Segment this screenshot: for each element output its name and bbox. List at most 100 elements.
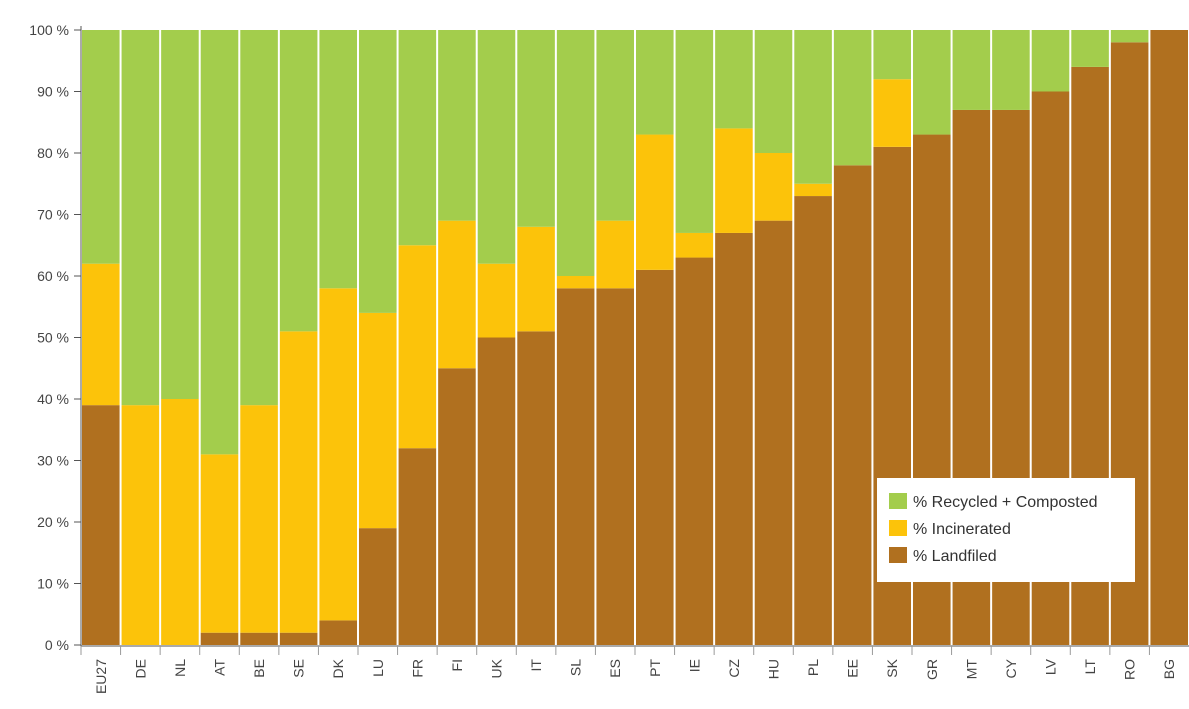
x-tick-label-lv: LV <box>1043 658 1059 675</box>
y-tick-label: 90 % <box>37 84 69 100</box>
bar-segment-ee-landfilled <box>833 165 872 646</box>
bar-segment-fr-landfilled <box>398 448 437 645</box>
bar-segment-ie-recycled <box>675 30 714 233</box>
bars-layer <box>82 30 1188 646</box>
bar-segment-dk-landfilled <box>319 620 357 645</box>
bar-segment-se-incinerated <box>279 331 318 633</box>
bar-segment-fr-incinerated <box>398 245 437 449</box>
x-tick-label-fi: FI <box>449 659 465 671</box>
bar-segment-at-incinerated <box>200 454 239 633</box>
bar-segment-uk-incinerated <box>477 263 516 338</box>
bar-segment-pt-landfilled <box>636 269 674 645</box>
x-tick-label-cz: CZ <box>726 659 742 678</box>
x-tick-label-dk: DK <box>330 658 346 678</box>
bar-segment-fr-recycled <box>398 30 437 246</box>
x-tick-label-es: ES <box>607 659 623 678</box>
bar-segment-ee-recycled <box>833 30 872 166</box>
bar-segment-sk-recycled <box>873 30 911 80</box>
x-tick-label-lt: LT <box>1082 659 1098 675</box>
y-tick-label: 40 % <box>37 391 69 407</box>
legend: % Recycled + Composted % Incinerated % L… <box>877 478 1135 582</box>
bar-segment-be-incinerated <box>240 405 278 633</box>
x-tick-label-se: SE <box>291 659 307 678</box>
x-tick-label-pl: PL <box>805 659 821 676</box>
x-tick-label-sl: SL <box>568 659 584 676</box>
bar-segment-ie-landfilled <box>675 257 714 645</box>
x-tick-label-uk: UK <box>489 658 505 678</box>
legend-swatch-landfilled <box>889 547 907 563</box>
y-tick-label: 50 % <box>37 330 69 346</box>
bar-segment-nl-recycled <box>161 30 199 399</box>
x-tick-label-lu: LU <box>370 659 386 677</box>
y-tick-label: 20 % <box>37 514 69 530</box>
x-tick-label-mt: MT <box>963 659 979 680</box>
bar-segment-fi-landfilled <box>438 368 476 645</box>
bar-segment-fi-incinerated <box>438 220 476 369</box>
y-tick-label: 0 % <box>45 637 69 653</box>
x-tick-label-bg: BG <box>1161 659 1177 679</box>
y-tick-labels: 0 % 10 % 20 % 30 % 40 % 50 % 60 % 70 % 80 % 90 % 1… <box>29 22 69 653</box>
bar-segment-uk-recycled <box>477 30 516 264</box>
bar-segment-hu-incinerated <box>754 153 793 221</box>
x-tick-label-at: AT <box>212 659 228 676</box>
y-tick-label: 80 % <box>37 145 69 161</box>
bar-segment-sk-incinerated <box>873 79 911 147</box>
x-tick-label-nl: NL <box>172 659 188 677</box>
x-tick-label-fr: FR <box>409 659 425 678</box>
bar-segment-be-recycled <box>240 30 278 406</box>
bar-segment-pt-incinerated <box>636 134 674 270</box>
bar-segment-at-landfilled <box>200 632 239 645</box>
bar-segment-hu-recycled <box>754 30 793 153</box>
y-tick-label: 100 % <box>29 22 69 38</box>
bar-segment-eu27-incinerated <box>82 263 120 406</box>
bar-segment-dk-incinerated <box>319 288 357 621</box>
bar-segment-sl-recycled <box>556 30 595 276</box>
x-tick-label-ie: IE <box>686 659 702 672</box>
x-tick-label-pt: PT <box>647 659 663 677</box>
bar-segment-pl-recycled <box>794 30 832 184</box>
x-tick-labels: EU27 DE NL AT BE SE DK LU FR FI UK IT SL ES PT IE CZ HU PL… <box>93 658 1177 694</box>
bar-segment-it-recycled <box>517 30 555 227</box>
bar-segment-lu-landfilled <box>359 528 397 645</box>
bar-segment-gr-recycled <box>913 30 951 135</box>
x-tick-label-be: BE <box>251 659 267 678</box>
bar-segment-lu-recycled <box>359 30 397 313</box>
bar-segment-cz-landfilled <box>715 232 753 645</box>
bar-segment-de-incinerated <box>121 405 160 645</box>
bar-segment-hu-landfilled <box>754 220 793 645</box>
bar-segment-lv-recycled <box>1031 30 1070 92</box>
bar-segment-pt-recycled <box>636 30 674 135</box>
x-tick-label-de: DE <box>132 659 148 678</box>
x-tick-label-ro: RO <box>1122 659 1138 680</box>
bar-segment-ie-incinerated <box>675 232 714 258</box>
x-tick-label-cy: CY <box>1003 658 1019 678</box>
bar-segment-eu27-landfilled <box>82 405 120 645</box>
x-tick-label-gr: GR <box>924 659 940 680</box>
bar-segment-nl-incinerated <box>161 399 199 645</box>
bar-segment-dk-recycled <box>319 30 357 289</box>
legend-label-incinerated: % Incinerated <box>913 521 1011 538</box>
axis-layer <box>74 26 1189 655</box>
bar-segment-de-recycled <box>121 30 160 406</box>
bar-segment-lu-incinerated <box>359 312 397 529</box>
bar-segment-ro-recycled <box>1110 30 1149 43</box>
bar-segment-at-recycled <box>200 30 239 455</box>
bar-segment-es-incinerated <box>596 220 634 289</box>
bar-segment-cz-incinerated <box>715 128 753 233</box>
bar-segment-pl-incinerated <box>794 183 832 197</box>
bar-segment-es-landfilled <box>596 288 634 645</box>
bar-segment-cy-recycled <box>992 30 1030 110</box>
bar-segment-uk-landfilled <box>477 337 516 645</box>
bar-segment-se-recycled <box>279 30 318 332</box>
bar-segment-lt-recycled <box>1071 30 1109 67</box>
y-tick-label: 70 % <box>37 207 69 223</box>
legend-swatch-incinerated <box>889 520 907 536</box>
x-tick-label-sk: SK <box>884 658 900 677</box>
bar-segment-mt-recycled <box>952 30 991 110</box>
bar-segment-it-incinerated <box>517 226 555 332</box>
bar-segment-eu27-recycled <box>82 30 120 264</box>
bar-segment-sl-incinerated <box>556 276 595 289</box>
y-tick-label: 30 % <box>37 453 69 469</box>
legend-swatch-recycled <box>889 493 907 509</box>
